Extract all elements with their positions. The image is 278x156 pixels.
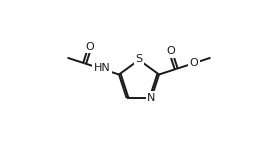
Text: N: N xyxy=(147,93,156,103)
Text: O: O xyxy=(190,58,198,68)
Text: O: O xyxy=(166,46,175,56)
Text: S: S xyxy=(135,54,143,64)
Text: O: O xyxy=(86,42,95,52)
Text: HN: HN xyxy=(93,63,110,73)
